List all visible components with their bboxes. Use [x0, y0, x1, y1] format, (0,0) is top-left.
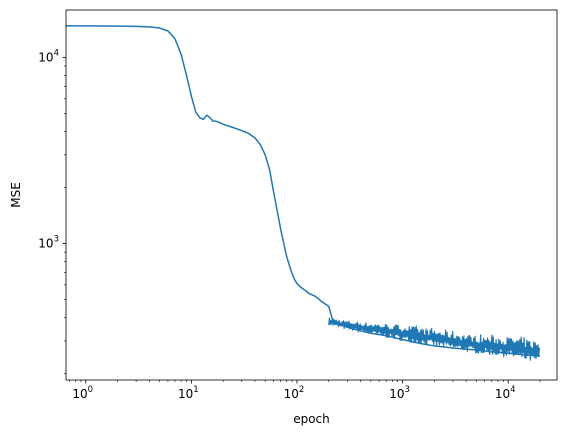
x-tick-label: 100	[72, 385, 93, 401]
y-tick-label: 104	[38, 49, 59, 65]
series-layer	[65, 25, 541, 361]
series-noise-0	[328, 317, 541, 361]
plot-frame	[65, 9, 558, 381]
x-tick-label: 103	[389, 385, 410, 401]
y-tick-label: 103	[38, 235, 59, 251]
x-tick-label: 101	[178, 385, 199, 401]
x-tick-label: 102	[284, 385, 305, 401]
y-axis-label: MSE	[9, 182, 23, 208]
y-axis: 103 104	[38, 49, 66, 374]
x-axis-label: epoch	[293, 412, 330, 426]
x-tick-label: 104	[495, 385, 516, 401]
x-axis: 100 101 102 103 104	[69, 380, 541, 401]
series-line-0	[65, 25, 541, 358]
